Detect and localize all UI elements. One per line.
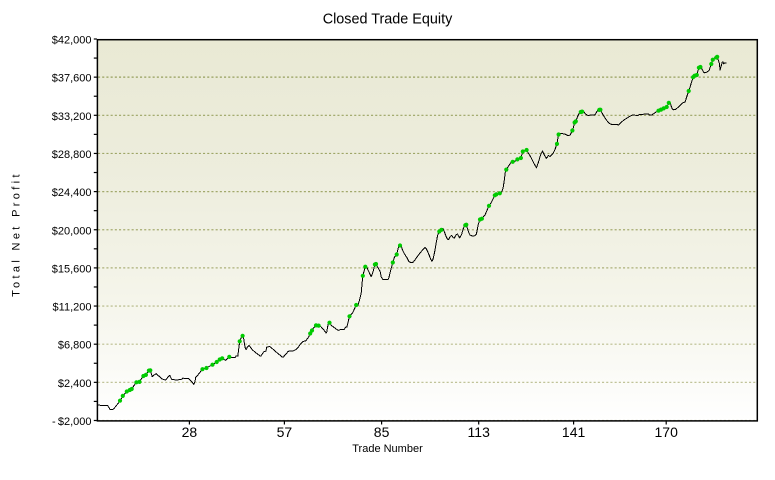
svg-text:$28,800: $28,800 bbox=[52, 149, 92, 161]
svg-text:Closed Trade Equity: Closed Trade Equity bbox=[323, 11, 453, 27]
svg-text:141: 141 bbox=[562, 424, 586, 440]
svg-text:Trade Number: Trade Number bbox=[352, 443, 423, 455]
svg-text:$20,000: $20,000 bbox=[52, 225, 92, 237]
svg-text:57: 57 bbox=[277, 424, 293, 440]
svg-text:28: 28 bbox=[182, 424, 198, 440]
svg-text:170: 170 bbox=[655, 424, 679, 440]
svg-text:$42,000: $42,000 bbox=[52, 35, 92, 47]
svg-text:$37,600: $37,600 bbox=[52, 73, 92, 85]
svg-text:85: 85 bbox=[374, 424, 390, 440]
svg-text:$33,200: $33,200 bbox=[52, 111, 92, 123]
svg-text:$2,400: $2,400 bbox=[58, 378, 92, 390]
svg-text:$6,800: $6,800 bbox=[58, 340, 92, 352]
svg-text:113: 113 bbox=[468, 424, 491, 440]
svg-text:$24,400: $24,400 bbox=[52, 187, 92, 199]
svg-text:Total Net Profit: Total Net Profit bbox=[10, 171, 22, 297]
svg-text:$15,600: $15,600 bbox=[52, 263, 92, 275]
svg-text:$11,200: $11,200 bbox=[53, 302, 92, 314]
svg-text:- $2,000: - $2,000 bbox=[52, 416, 92, 428]
